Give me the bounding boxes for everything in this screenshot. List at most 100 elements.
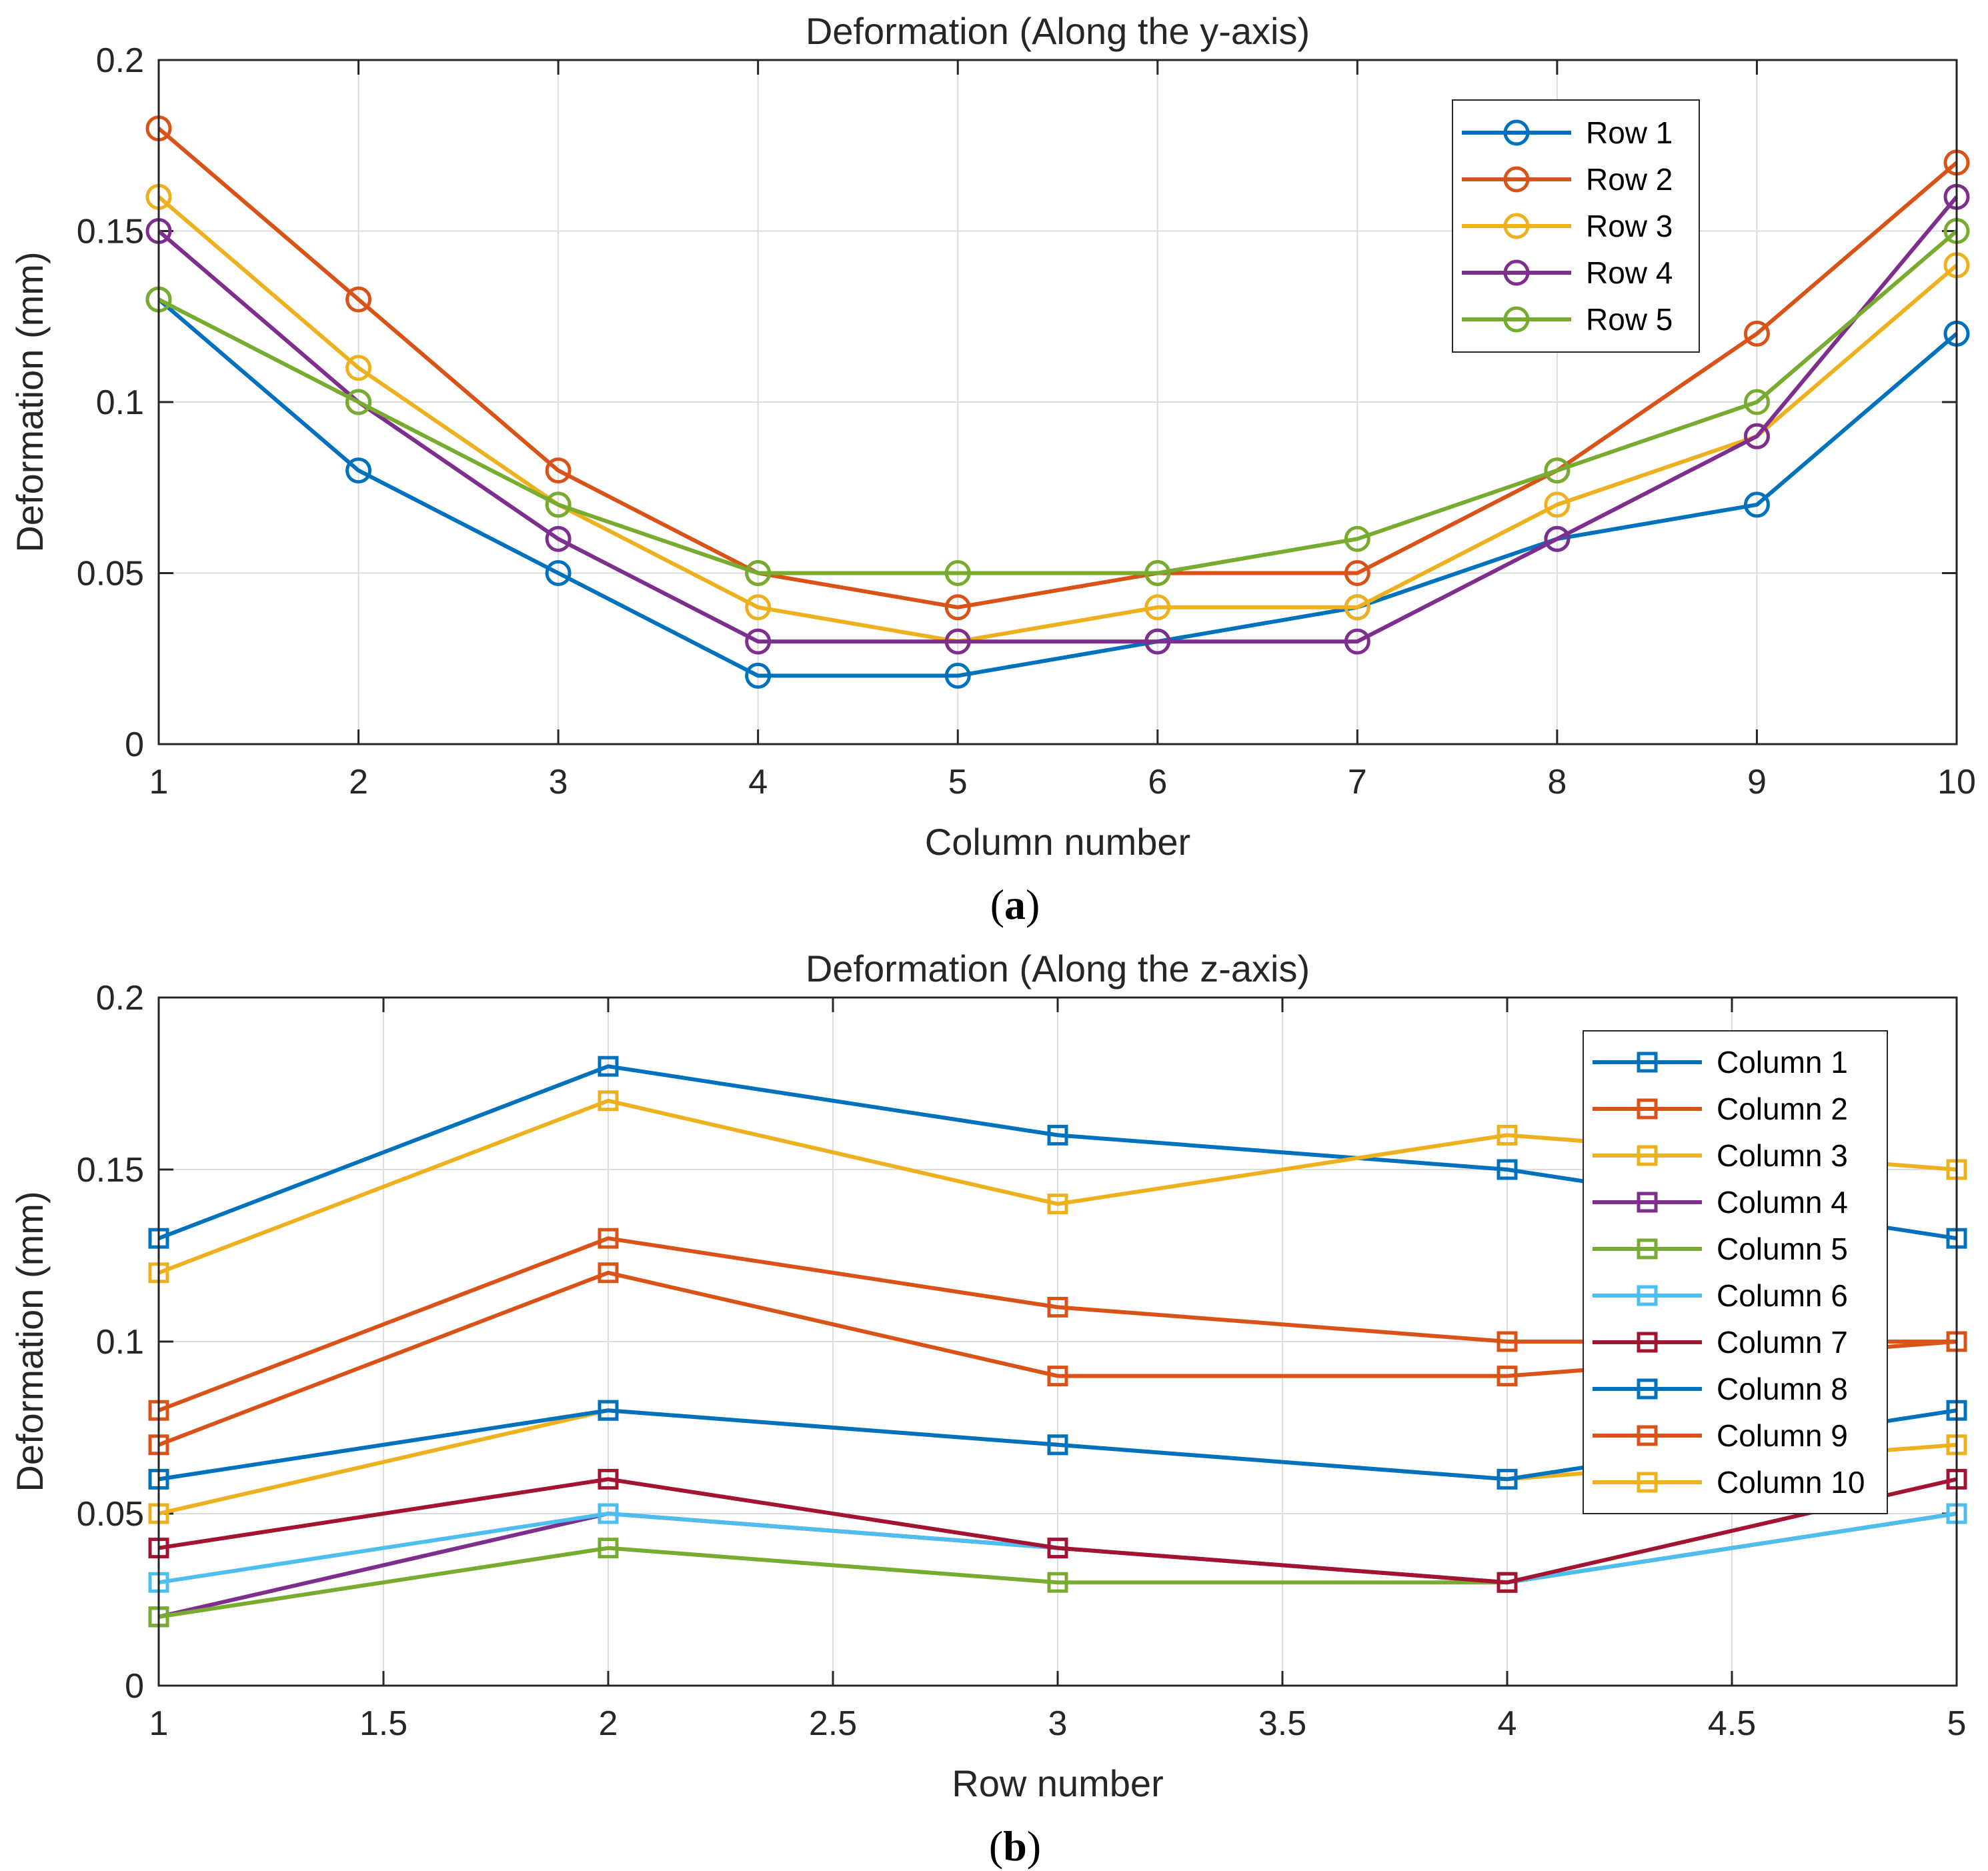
series-line (157, 127, 1958, 609)
data-point (1497, 1572, 1518, 1593)
x-tick-label: 1.5 (359, 1704, 407, 1743)
data-point (598, 1538, 619, 1559)
x-axis-label-b: Row number (952, 1762, 1163, 1804)
legend-label: Column 10 (1717, 1465, 1865, 1500)
data-point (745, 594, 772, 621)
legend-item: Column 10 (1593, 1465, 1865, 1500)
chart-title-b: Deformation (Along the z-axis) (806, 948, 1310, 990)
y-tick-label: 0.15 (77, 213, 144, 251)
data-point (944, 560, 971, 586)
series-line (157, 195, 1959, 644)
legend-label: Column 2 (1717, 1092, 1848, 1126)
data-point (545, 560, 572, 586)
caption-letter-b: b (1003, 1822, 1027, 1870)
data-point (598, 1228, 619, 1249)
legend-b: Column 1 Column 2 Column 3 Column 4 Column 5… (1583, 1030, 1888, 1514)
x-tick-label: 2.5 (809, 1704, 857, 1743)
legend-item: Row 4 (1462, 255, 1673, 290)
x-tick-label: 4.5 (1708, 1704, 1756, 1743)
y-tick-label: 0.15 (77, 1151, 144, 1190)
data-point (745, 628, 772, 655)
panel-b: 1 1.5 2 2.5 3 3.5 4 4.5 5 0 0.05 0.1 0.15 0.2 Deform… (9, 948, 1967, 1870)
chart-title-a: Deformation (Along the y-axis) (806, 10, 1310, 52)
legend-marker (1637, 1472, 1658, 1493)
legend-item: Column 2 (1593, 1092, 1848, 1126)
x-tick-label: 2 (349, 763, 368, 801)
legend-label: Column 4 (1717, 1185, 1848, 1220)
data-point (1144, 628, 1171, 655)
data-point (598, 1400, 619, 1421)
legend-item: Column 3 (1593, 1138, 1848, 1173)
data-point (1344, 560, 1370, 586)
y-axis-label-a: Deformation (mm) (9, 251, 51, 552)
x-tick-label: 1 (149, 1704, 169, 1743)
data-point (545, 525, 572, 552)
data-point (944, 628, 971, 655)
y-tick-label: 0.2 (96, 979, 144, 1018)
data-point (1047, 1572, 1068, 1593)
legend-item: Column 6 (1593, 1278, 1848, 1313)
x-tick-label: 5 (948, 763, 968, 801)
x-tick-label: 4 (748, 763, 768, 801)
data-point (1497, 1159, 1518, 1180)
data-point (345, 457, 372, 484)
legend-marker (1637, 1192, 1658, 1213)
data-point (944, 662, 971, 689)
data-point (1047, 1124, 1068, 1146)
y-tick-label: 0.05 (77, 1495, 144, 1534)
data-point (1544, 525, 1571, 552)
legend-marker (1637, 1425, 1658, 1446)
legend-marker (1503, 119, 1530, 146)
legend-item: Column 8 (1593, 1372, 1848, 1406)
data-point (545, 457, 572, 484)
legend-item: Column 4 (1593, 1185, 1848, 1220)
data-point (1544, 457, 1571, 484)
x-tick-label: 3.5 (1258, 1704, 1306, 1743)
y-axis-label-b: Deformation (mm) (9, 1191, 51, 1492)
series-line (157, 297, 1958, 678)
panel-a: 1 2 3 4 5 6 7 8 9 10 0 0.05 0.1 0.15 0.2 Deformation … (9, 10, 1976, 928)
x-tick-label: 8 (1547, 763, 1567, 801)
data-point (1743, 423, 1770, 449)
legend-marker (1637, 1285, 1658, 1306)
axes-box-b (157, 996, 1958, 1687)
legend-a: Row 1 Row 2 Row 3 Row 4 Row 5 (1452, 99, 1700, 353)
legend-marker (1637, 1332, 1658, 1353)
legend-marker (1503, 213, 1530, 239)
legend-label: Row 3 (1586, 209, 1673, 243)
legend-marker (1637, 1052, 1658, 1073)
legend-label: Column 5 (1717, 1232, 1848, 1266)
data-point (1344, 525, 1370, 552)
data-point (1047, 1366, 1068, 1387)
legend-marker (1503, 306, 1530, 333)
x-tick-label: 2 (599, 1704, 618, 1743)
legend-label: Column 6 (1717, 1278, 1848, 1313)
data-point (345, 389, 372, 415)
x-tick-label: 5 (1947, 1704, 1967, 1743)
legend-item: Column 9 (1593, 1418, 1848, 1453)
data-point (1497, 1468, 1518, 1490)
legend-item: Column 7 (1593, 1325, 1848, 1360)
y-tick-label: 0.05 (77, 555, 144, 593)
x-tick-labels-a: 1 2 3 4 5 6 7 8 9 10 (149, 763, 1976, 801)
legend-label: Row 2 (1586, 162, 1673, 197)
x-tick-label: 3 (1048, 1704, 1068, 1743)
data-point (1497, 1331, 1518, 1352)
data-point (345, 286, 372, 313)
legend-label: Row 5 (1586, 302, 1673, 337)
legend-marker (1503, 166, 1530, 193)
x-tick-label: 4 (1498, 1704, 1517, 1743)
x-axis-label-a: Column number (925, 821, 1190, 863)
y-tick-label: 0.1 (96, 1323, 144, 1362)
data-point (1743, 491, 1770, 518)
legend-label: Column 3 (1717, 1138, 1848, 1173)
data-point (1544, 491, 1571, 518)
data-point (1047, 1194, 1068, 1215)
data-point (1743, 320, 1770, 347)
x-tick-label: 7 (1348, 763, 1367, 801)
legend-item: Row 5 (1462, 302, 1673, 337)
legend-label: Column 7 (1717, 1325, 1848, 1360)
data-point (1047, 1434, 1068, 1456)
data-point (1344, 594, 1370, 621)
